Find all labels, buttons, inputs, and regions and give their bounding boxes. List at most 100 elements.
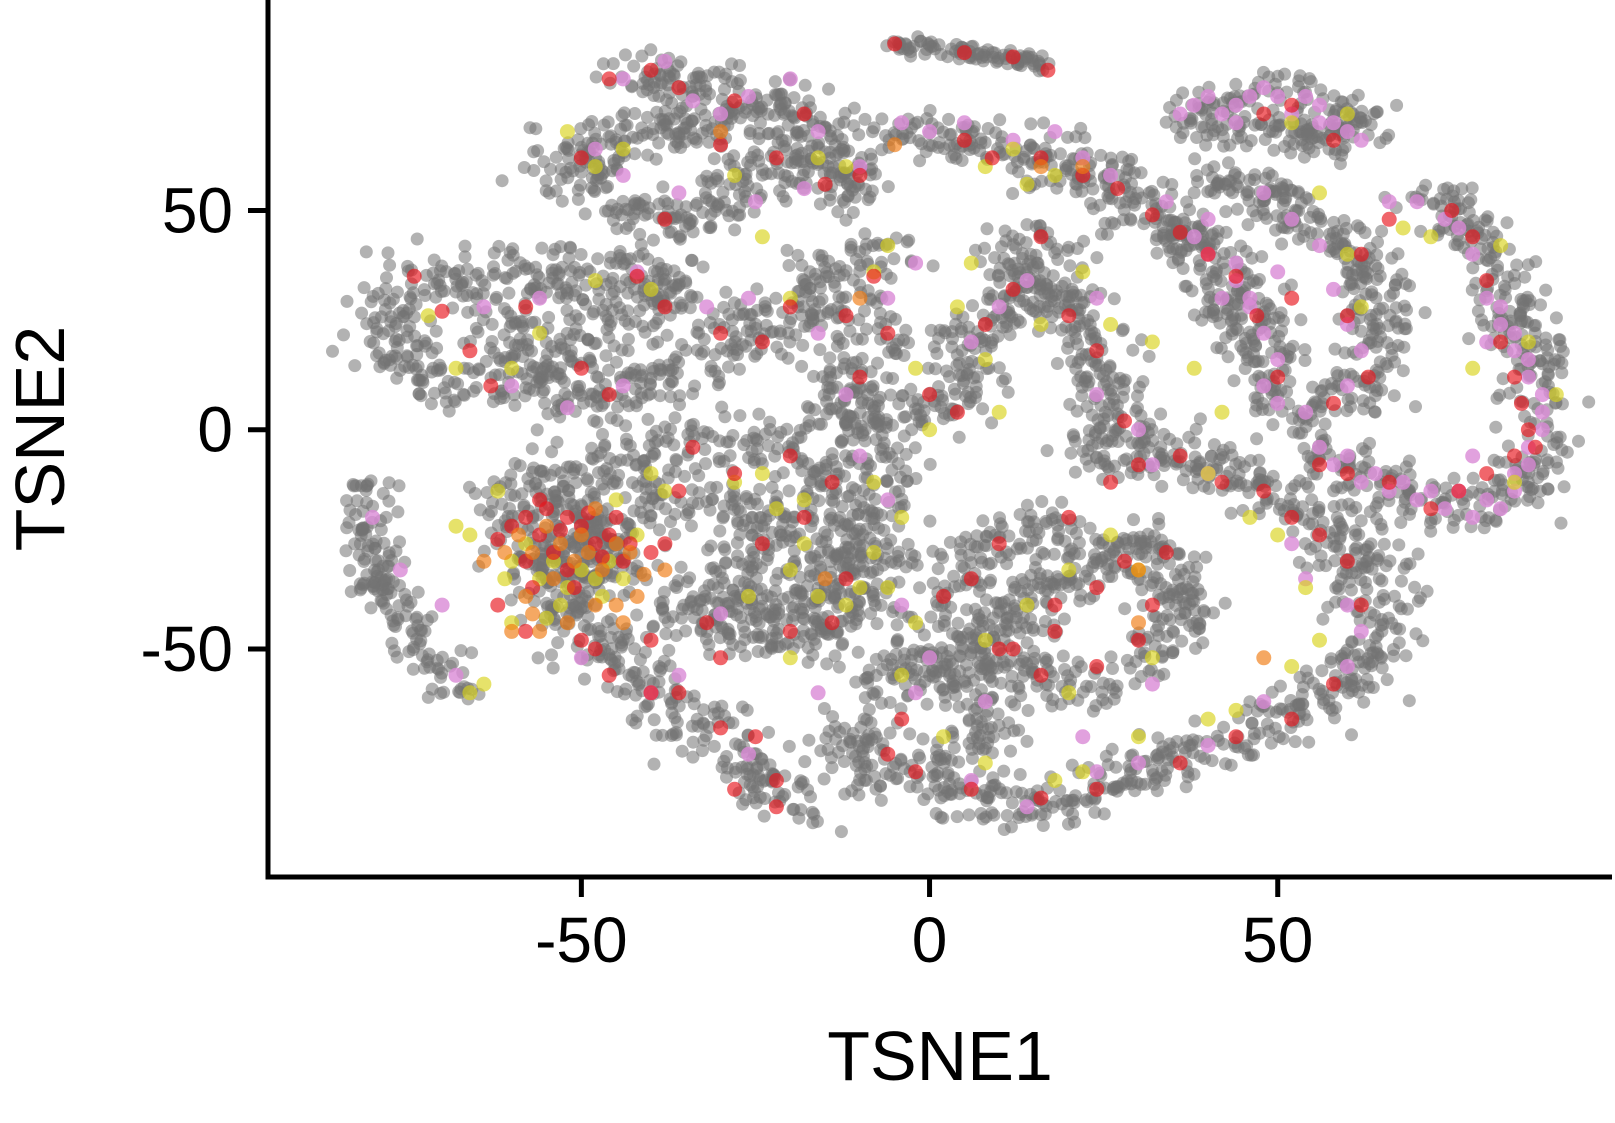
data-point <box>1411 547 1425 561</box>
data-point <box>636 319 650 333</box>
data-point <box>458 239 472 253</box>
data-point <box>992 361 1006 375</box>
data-point <box>1107 292 1121 306</box>
data-point <box>587 337 601 351</box>
data-point <box>855 332 869 346</box>
data-point <box>381 246 395 260</box>
data-point <box>1342 497 1356 511</box>
data-point <box>695 744 709 758</box>
data-point <box>585 115 599 128</box>
data-point <box>1086 202 1100 216</box>
data-point <box>1496 372 1510 386</box>
data-point <box>1392 538 1406 552</box>
data-point <box>1002 548 1016 562</box>
data-point <box>1040 689 1054 702</box>
data-point <box>1186 481 1200 495</box>
data-point <box>903 780 917 794</box>
data-point <box>816 370 830 384</box>
data-point <box>952 630 965 644</box>
data-point <box>819 731 833 745</box>
data-point <box>1236 343 1250 357</box>
data-point <box>409 362 423 376</box>
data-point <box>1325 703 1339 717</box>
data-point <box>1163 101 1177 114</box>
data-point <box>832 290 846 304</box>
data-point <box>1268 77 1282 91</box>
data-point <box>1035 174 1048 188</box>
data-point <box>789 328 803 342</box>
data-point <box>1272 119 1286 133</box>
data-point <box>1218 596 1232 610</box>
data-point <box>1242 276 1256 290</box>
data-point <box>846 273 860 287</box>
data-point <box>732 362 746 376</box>
data-point <box>719 285 733 299</box>
data-point <box>1188 152 1202 166</box>
data-point <box>1333 157 1347 171</box>
data-point <box>535 241 549 255</box>
data-point <box>993 113 1007 127</box>
data-point <box>727 149 741 163</box>
data-point <box>1187 186 1201 200</box>
data-point <box>1413 591 1427 605</box>
data-point <box>429 324 443 338</box>
data-point <box>607 339 621 353</box>
data-point <box>1223 138 1237 152</box>
data-point <box>488 368 502 382</box>
data-point <box>1276 198 1290 211</box>
data-point <box>1554 516 1568 530</box>
data-point <box>1372 549 1386 563</box>
data-point <box>454 644 468 658</box>
data-point <box>1375 661 1389 675</box>
data-point <box>763 415 777 429</box>
data-point <box>1109 760 1123 774</box>
data-point <box>902 233 916 247</box>
data-point <box>750 347 764 361</box>
data-point <box>844 237 858 251</box>
data-point <box>571 192 585 206</box>
data-point <box>1006 238 1020 252</box>
data-point <box>868 770 882 784</box>
data-point <box>379 510 393 524</box>
data-point <box>622 317 636 331</box>
data-point <box>1242 185 1256 199</box>
data-point <box>1302 735 1316 749</box>
data-point <box>1028 59 1041 73</box>
data-point <box>1321 600 1335 614</box>
data-point <box>366 579 380 593</box>
data-point <box>1292 232 1305 246</box>
data-point <box>635 49 649 63</box>
data-point <box>596 427 609 441</box>
data-point <box>1047 577 1061 591</box>
data-point <box>784 312 798 326</box>
data-point <box>542 310 556 324</box>
data-point <box>430 341 444 355</box>
data-point <box>1120 452 1133 466</box>
data-point <box>1250 432 1264 446</box>
data-point <box>1363 505 1377 519</box>
data-point <box>704 360 718 373</box>
data-point <box>1302 517 1316 531</box>
data-point <box>950 358 964 372</box>
data-point <box>504 309 518 323</box>
data-point <box>976 514 990 528</box>
data-point <box>1181 770 1195 784</box>
data-point <box>733 208 747 222</box>
data-point <box>1053 147 1067 161</box>
data-point <box>1023 139 1037 152</box>
data-point <box>672 130 686 144</box>
data-point <box>928 399 942 413</box>
data-point <box>411 619 425 633</box>
data-point <box>1019 524 1033 538</box>
data-point <box>1368 405 1382 419</box>
data-point <box>883 696 897 709</box>
data-point <box>501 253 515 267</box>
data-point <box>486 268 500 282</box>
data-point <box>1180 195 1194 209</box>
data-point <box>574 248 588 261</box>
data-point <box>949 680 962 694</box>
data-point <box>884 271 898 285</box>
data-point <box>1409 400 1422 414</box>
data-point <box>1194 259 1207 273</box>
data-point <box>696 206 710 219</box>
